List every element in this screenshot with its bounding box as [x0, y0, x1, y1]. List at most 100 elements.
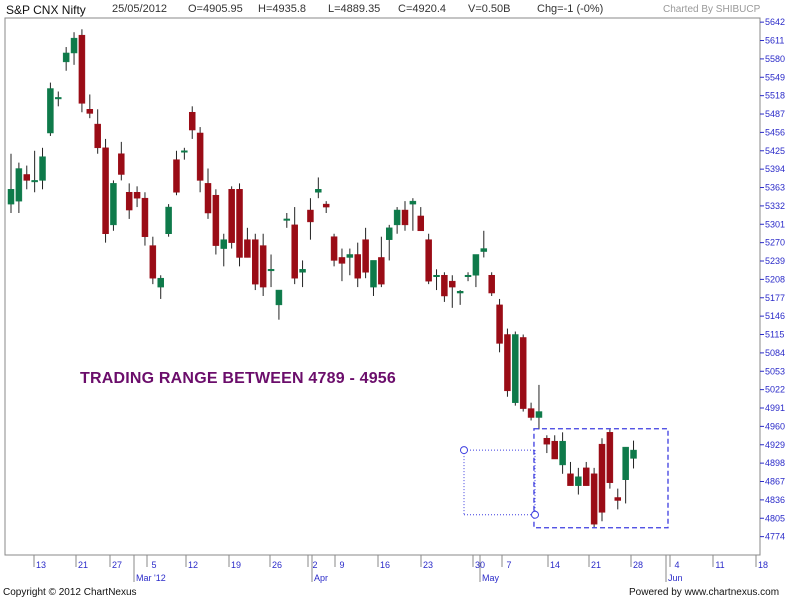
chart-credit: Charted By SHIBUCP — [663, 4, 761, 15]
candle-body — [512, 334, 519, 403]
candle-body — [480, 248, 488, 252]
candle-body — [338, 257, 346, 264]
x-month-label: Apr — [314, 573, 328, 583]
y-tick-label: 5301 — [765, 219, 785, 229]
y-tick-label: 5146 — [765, 311, 785, 321]
candle-body — [370, 260, 377, 288]
candle-body — [165, 206, 172, 234]
y-tick-label: 5363 — [765, 183, 785, 193]
candle-body — [47, 88, 54, 134]
candle-body — [299, 269, 306, 273]
candle-body — [496, 304, 503, 344]
y-tick-label: 4836 — [765, 495, 785, 505]
footer-copyright: Copyright © 2012 ChartNexus — [3, 587, 137, 598]
y-tick-label: 4898 — [765, 458, 785, 468]
candle-body — [267, 269, 275, 272]
candle-body — [307, 209, 314, 223]
x-day-label: 21 — [78, 560, 88, 570]
y-tick-label: 4774 — [765, 532, 785, 542]
candle-body — [409, 200, 417, 205]
trading-range-annotation: TRADING RANGE BETWEEN 4789 - 4956 — [80, 370, 397, 387]
x-month-label: May — [482, 573, 500, 583]
x-day-label: 18 — [758, 560, 768, 570]
candle-body — [39, 156, 46, 181]
candle-body — [102, 147, 109, 234]
header-volume: V=0.50B — [468, 3, 511, 15]
candle-body — [94, 123, 101, 149]
x-day-label: 13 — [36, 560, 46, 570]
candle-body — [149, 245, 157, 279]
candle-body — [393, 209, 401, 226]
candle-body — [630, 449, 637, 459]
x-day-label: 28 — [633, 560, 643, 570]
candle-body — [236, 189, 243, 258]
candle-body — [31, 180, 38, 183]
footer-powered[interactable]: Powered by www.chartnexus.com — [629, 587, 780, 598]
y-tick-label: 5487 — [765, 109, 785, 119]
range-guide-end-handle — [531, 510, 539, 519]
y-tick-label: 5332 — [765, 201, 785, 211]
candle-body — [315, 189, 322, 193]
x-day-label: 5 — [151, 560, 156, 570]
x-day-label: 7 — [506, 560, 511, 570]
candle-body — [204, 183, 212, 214]
x-day-label: 12 — [188, 560, 198, 570]
candle-body — [228, 189, 235, 243]
candle-body — [441, 274, 448, 297]
y-tick-label: 5239 — [765, 256, 785, 266]
y-tick-label: 5518 — [765, 91, 785, 101]
candle-body — [62, 52, 70, 63]
candle-body — [141, 197, 149, 237]
header-change: Chg=-1 (-0%) — [537, 3, 604, 15]
x-day-label: 2 — [312, 560, 317, 570]
x-day-label: 9 — [339, 560, 344, 570]
candle-body — [385, 227, 393, 240]
range-guide-start-handle — [460, 446, 468, 455]
candle-body — [275, 289, 283, 306]
header-high: H=4935.8 — [258, 3, 307, 15]
x-day-label: 23 — [423, 560, 433, 570]
y-tick-label: 5115 — [765, 330, 784, 340]
x-day-label: 14 — [550, 560, 560, 570]
y-tick-label: 4867 — [765, 477, 785, 487]
y-tick-label: 5270 — [765, 238, 785, 248]
header-close: C=4920.4 — [398, 3, 447, 15]
y-tick-label: 4991 — [765, 403, 785, 413]
y-tick-label: 5177 — [765, 293, 785, 303]
candle-body — [433, 274, 440, 277]
x-day-label: 4 — [674, 560, 679, 570]
candle-body — [23, 174, 31, 181]
candle-body — [417, 215, 425, 232]
candle-body — [118, 153, 125, 175]
candle-body — [86, 109, 94, 114]
y-tick-label: 5208 — [765, 274, 785, 284]
y-tick-label: 4929 — [765, 440, 785, 450]
y-tick-label: 5053 — [765, 366, 785, 376]
candle-body — [181, 150, 188, 153]
y-tick-label: 5642 — [765, 17, 785, 27]
header-open: O=4905.95 — [188, 3, 243, 15]
candle-body — [196, 132, 204, 181]
trading-range-box — [533, 428, 669, 529]
candle-body — [425, 239, 432, 282]
x-day-label: 27 — [112, 560, 122, 570]
candle-body — [354, 254, 361, 279]
x-day-label: 26 — [272, 560, 282, 570]
candle-body — [606, 432, 614, 483]
candle-body — [78, 34, 86, 104]
y-tick-label: 5084 — [765, 348, 785, 358]
x-month-label: Mar '12 — [136, 573, 166, 583]
candle-body — [488, 274, 495, 294]
candle-body — [567, 473, 574, 486]
candle-body — [504, 334, 511, 392]
candle-body — [55, 97, 62, 100]
candle-body — [173, 159, 180, 193]
candle-body — [598, 443, 606, 513]
candle-body — [622, 446, 629, 480]
candle-body — [590, 473, 598, 525]
y-tick-label: 4805 — [765, 513, 785, 523]
candle-body — [472, 254, 480, 276]
candle-body — [449, 280, 456, 288]
candle-body — [346, 254, 354, 258]
candle-body — [70, 37, 78, 54]
